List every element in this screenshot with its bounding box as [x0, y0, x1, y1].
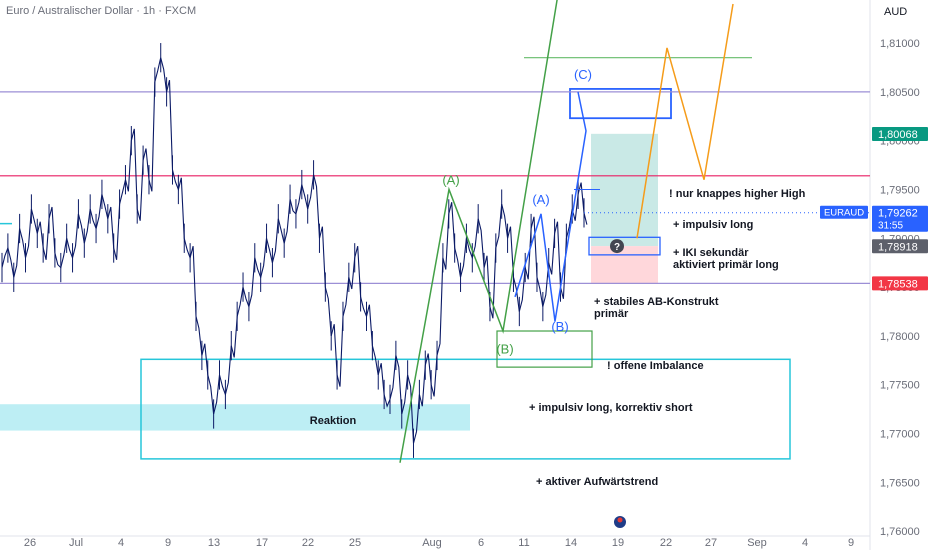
symbol-tag: [820, 205, 868, 219]
position-profit-zone: [591, 133, 658, 247]
price-tick-label: 1,76500: [880, 477, 920, 489]
price-label-tag: [872, 276, 928, 291]
annotation-text: + IKI sekundär: [673, 247, 749, 259]
question-mark-glyph: ?: [614, 242, 620, 253]
annotation-text: + impulsiv long, korrektiv short: [529, 402, 693, 414]
wave-label-b-blue: (B): [551, 319, 568, 334]
time-tick-label: 14: [565, 537, 577, 549]
orange-projection-path: [636, 3, 734, 239]
annotation-text: aktiviert primär long: [673, 259, 779, 271]
price-label-text: 1,79262: [878, 208, 918, 220]
time-tick-label: 11: [518, 537, 529, 549]
price-series-line: [1, 57, 588, 444]
countdown-text: 31:55: [878, 221, 903, 232]
wave-label-c-blue: (C): [574, 67, 592, 82]
blue-wave-path: [514, 91, 587, 322]
price-tick-label: 1,78000: [880, 331, 920, 343]
annotation-text: + impulsiv long: [673, 219, 753, 231]
price-tick-label: 1,77500: [880, 380, 920, 392]
time-tick-label: 22: [302, 537, 314, 549]
time-tick-label: 19: [612, 537, 624, 549]
time-tick-label: 6: [478, 537, 484, 549]
price-tick-label: 1,80500: [880, 87, 920, 99]
time-tick-label: 22: [660, 537, 672, 549]
time-tick-label: Sep: [747, 537, 767, 549]
wave-b-target-box: [496, 330, 593, 368]
annotation-text: + aktiver Aufwärtstrend: [536, 476, 658, 488]
symbol-tag-text: EURAUD: [824, 208, 864, 219]
question-icon[interactable]: [610, 239, 624, 254]
price-label-text: 1,78918: [878, 241, 918, 253]
wave-label-b-green: (B): [496, 341, 513, 356]
price-tick-label: 1,81000: [880, 38, 920, 50]
time-tick-label: Jul: [69, 537, 83, 549]
time-tick-label: 9: [848, 537, 854, 549]
time-tick-label: 4: [802, 537, 808, 549]
price-label-text: 1,80068: [878, 129, 918, 141]
price-tick-label: 1,76000: [880, 526, 920, 538]
flag-icon-dot: [617, 517, 623, 523]
price-label-tag: [872, 205, 928, 232]
price-label-tag: [872, 239, 928, 254]
time-tick-label: 13: [208, 537, 220, 549]
price-tick-label: 1,79500: [880, 184, 920, 196]
currency-label: AUD: [884, 6, 908, 18]
time-tick-label: 9: [165, 537, 171, 549]
entry-box: [588, 236, 661, 256]
wave-label-a-blue: (A): [532, 192, 549, 207]
wave-label-a-green: (A): [442, 173, 459, 188]
annotation-text: ! nur knappes higher High: [669, 188, 806, 200]
position-loss-zone: [591, 246, 658, 284]
time-tick-label: 17: [256, 537, 268, 549]
price-tick-label: 1,77000: [880, 429, 920, 441]
green-wave-path: [399, 0, 558, 463]
annotation-text: + stabiles AB-Konstrukt: [594, 296, 719, 308]
imbalance-box: [140, 358, 791, 460]
time-tick-label: 25: [349, 537, 361, 549]
chart-title: Euro / Australischer Dollar · 1h · FXCM: [6, 5, 197, 17]
time-tick-label: 26: [24, 537, 36, 549]
time-tick-label: 27: [705, 537, 717, 549]
time-tick-label: 4: [118, 537, 124, 549]
wave-c-target-box: [569, 88, 672, 120]
annotation-text: ! offene Imbalance: [607, 360, 704, 372]
time-tick-label: Aug: [422, 537, 442, 549]
reaktion-label: Reaktion: [310, 415, 357, 427]
price-label-text: 1,78538: [878, 278, 918, 290]
price-label-tag: [872, 127, 928, 142]
annotation-text: primär: [594, 308, 629, 320]
reaktion-zone: [0, 404, 470, 431]
